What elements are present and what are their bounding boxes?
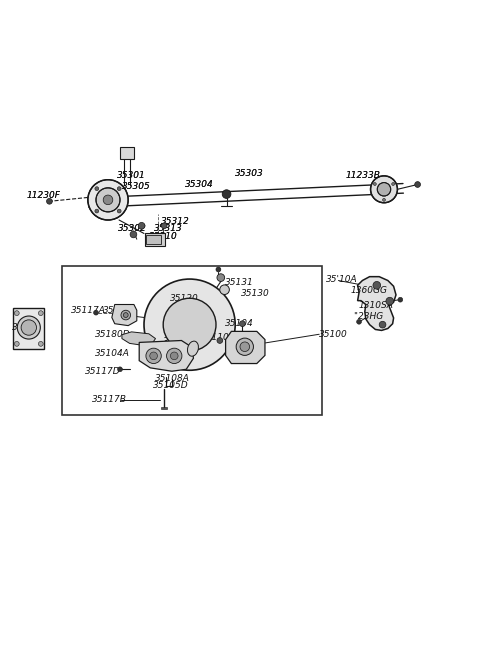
Text: 35104: 35104 [225,319,253,328]
Circle shape [38,311,43,315]
Text: 35312: 35312 [161,217,190,227]
Circle shape [383,198,385,201]
Circle shape [146,348,161,363]
Circle shape [371,176,397,203]
Polygon shape [226,331,265,363]
Circle shape [21,320,36,335]
Circle shape [415,181,420,187]
Circle shape [118,367,122,372]
Polygon shape [358,277,396,330]
Circle shape [373,183,376,185]
Circle shape [216,267,221,272]
Polygon shape [122,332,156,346]
Text: 35301: 35301 [117,171,145,181]
Text: 35302: 35302 [118,224,146,233]
Circle shape [88,180,128,220]
Circle shape [123,313,128,317]
Circle shape [161,223,167,229]
Text: 35106C: 35106C [163,338,198,346]
Text: 35305: 35305 [122,183,151,191]
Text: 35302: 35302 [118,224,146,233]
Circle shape [47,198,52,204]
Circle shape [222,190,231,198]
Circle shape [240,321,245,327]
Text: 35110B: 35110B [201,333,236,342]
Circle shape [117,187,121,191]
Circle shape [103,195,113,205]
Text: 11233B: 11233B [346,171,381,181]
Circle shape [94,310,98,315]
Circle shape [386,298,394,305]
Circle shape [96,188,120,212]
Circle shape [170,352,178,359]
Text: ''23HG: ''23HG [353,312,383,321]
Circle shape [144,279,235,371]
Text: 1310SA: 1310SA [359,301,394,310]
Text: 11230F: 11230F [26,191,60,200]
Text: 35117A: 35117A [71,306,106,315]
Bar [145,233,165,246]
Text: 35117B: 35117B [92,395,127,404]
Bar [161,407,167,409]
Circle shape [95,209,99,213]
Circle shape [130,231,137,238]
Text: 1360GG: 1360GG [350,286,387,294]
Text: 35310: 35310 [149,232,178,241]
Circle shape [373,281,381,289]
Circle shape [236,338,253,355]
Text: 35100: 35100 [319,330,348,339]
Circle shape [240,342,250,351]
Circle shape [357,319,361,324]
Text: 35102: 35102 [103,306,132,315]
Text: 35304: 35304 [185,180,214,189]
Circle shape [17,316,40,339]
Bar [62,266,322,415]
Circle shape [217,338,223,344]
Circle shape [379,321,386,328]
Text: 35105D: 35105D [153,380,188,390]
Text: 35313: 35313 [154,224,182,233]
Text: 35310: 35310 [149,232,178,241]
Text: 35'10A: 35'10A [326,275,358,284]
Ellipse shape [188,341,198,356]
Text: 35301: 35301 [117,171,145,181]
Circle shape [14,311,19,315]
Text: 35130: 35130 [241,289,270,298]
Text: 35117D: 35117D [85,367,121,376]
Circle shape [220,285,229,294]
Text: 35303: 35303 [235,169,264,178]
Text: 11230F: 11230F [26,191,60,200]
Circle shape [117,209,121,213]
Bar [120,147,134,159]
Circle shape [150,352,157,359]
Text: 35305: 35305 [122,183,151,191]
Circle shape [398,298,403,302]
Text: 35108A: 35108A [155,374,190,383]
Polygon shape [112,304,137,326]
Text: 35312: 35312 [161,217,190,227]
Text: 35304: 35304 [185,180,214,189]
Polygon shape [139,340,193,371]
Text: 35'01: 35'01 [12,323,37,332]
Text: 35180D: 35180D [95,330,131,339]
Text: 11233B: 11233B [346,171,381,181]
Circle shape [38,342,43,346]
Text: 35313: 35313 [154,224,182,233]
Circle shape [167,348,182,363]
Bar [13,308,45,349]
Bar [146,235,161,244]
Circle shape [163,298,216,351]
Circle shape [377,183,391,196]
Circle shape [121,310,131,320]
Text: 35120: 35120 [170,294,199,304]
Circle shape [138,223,145,229]
Circle shape [392,183,395,185]
Text: 35104A: 35104A [95,349,130,358]
Text: 35131: 35131 [225,278,253,287]
Circle shape [14,342,19,346]
Circle shape [217,274,225,281]
Circle shape [95,187,99,191]
Text: 35303: 35303 [235,169,264,178]
